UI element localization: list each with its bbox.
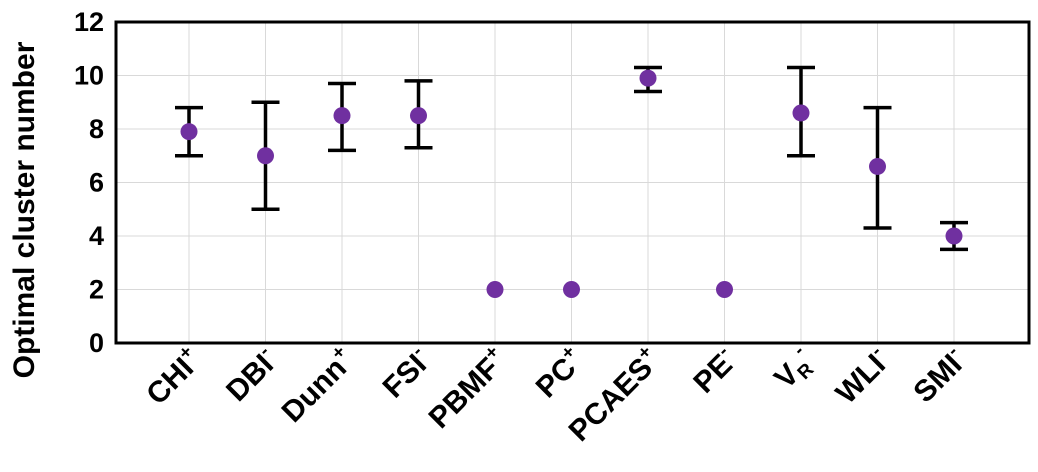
y-tick-label: 12 <box>74 7 104 37</box>
grid-layer <box>116 21 1029 344</box>
data-point <box>945 227 963 245</box>
y-tick-label: 2 <box>89 275 104 305</box>
y-tick-label: 8 <box>89 114 104 144</box>
data-point <box>792 104 810 122</box>
data-point <box>716 281 733 298</box>
y-tick-labels: 0 2 4 6 8 10 12 <box>74 7 104 358</box>
data-point <box>869 157 886 175</box>
data-point <box>486 281 504 298</box>
x-category-label: PBMF+ <box>421 341 514 434</box>
data-point <box>333 107 351 125</box>
x-category-label: FSI- <box>375 341 438 404</box>
x-category-labels: CHI+ DBI-Dunn+ FSI-PBMF+ PC+PCAES+ PE-VR- WLI… <box>138 341 973 448</box>
data-point <box>180 123 198 141</box>
plot-frame <box>114 20 1031 345</box>
y-tick-label: 6 <box>89 168 104 198</box>
data-point <box>257 147 274 165</box>
data-point <box>563 281 580 298</box>
x-category-label: DBI- <box>218 341 284 407</box>
y-tick-label: 10 <box>74 61 104 91</box>
x-category-label: PC+ <box>528 341 591 404</box>
y-tick-label: 4 <box>89 221 104 251</box>
data-point <box>410 107 427 125</box>
data-points <box>180 69 963 298</box>
y-axis-label: Optimal cluster number <box>8 41 41 378</box>
x-category-label: VR- <box>765 341 822 398</box>
x-category-label: WLI- <box>828 341 897 410</box>
x-category-label: SMI- <box>905 341 973 409</box>
x-category-label: PE- <box>685 341 743 399</box>
y-tick-label: 0 <box>89 328 104 358</box>
data-point <box>639 69 657 87</box>
x-category-label: Dunn+ <box>273 341 361 429</box>
x-category-label: CHI+ <box>138 341 208 411</box>
